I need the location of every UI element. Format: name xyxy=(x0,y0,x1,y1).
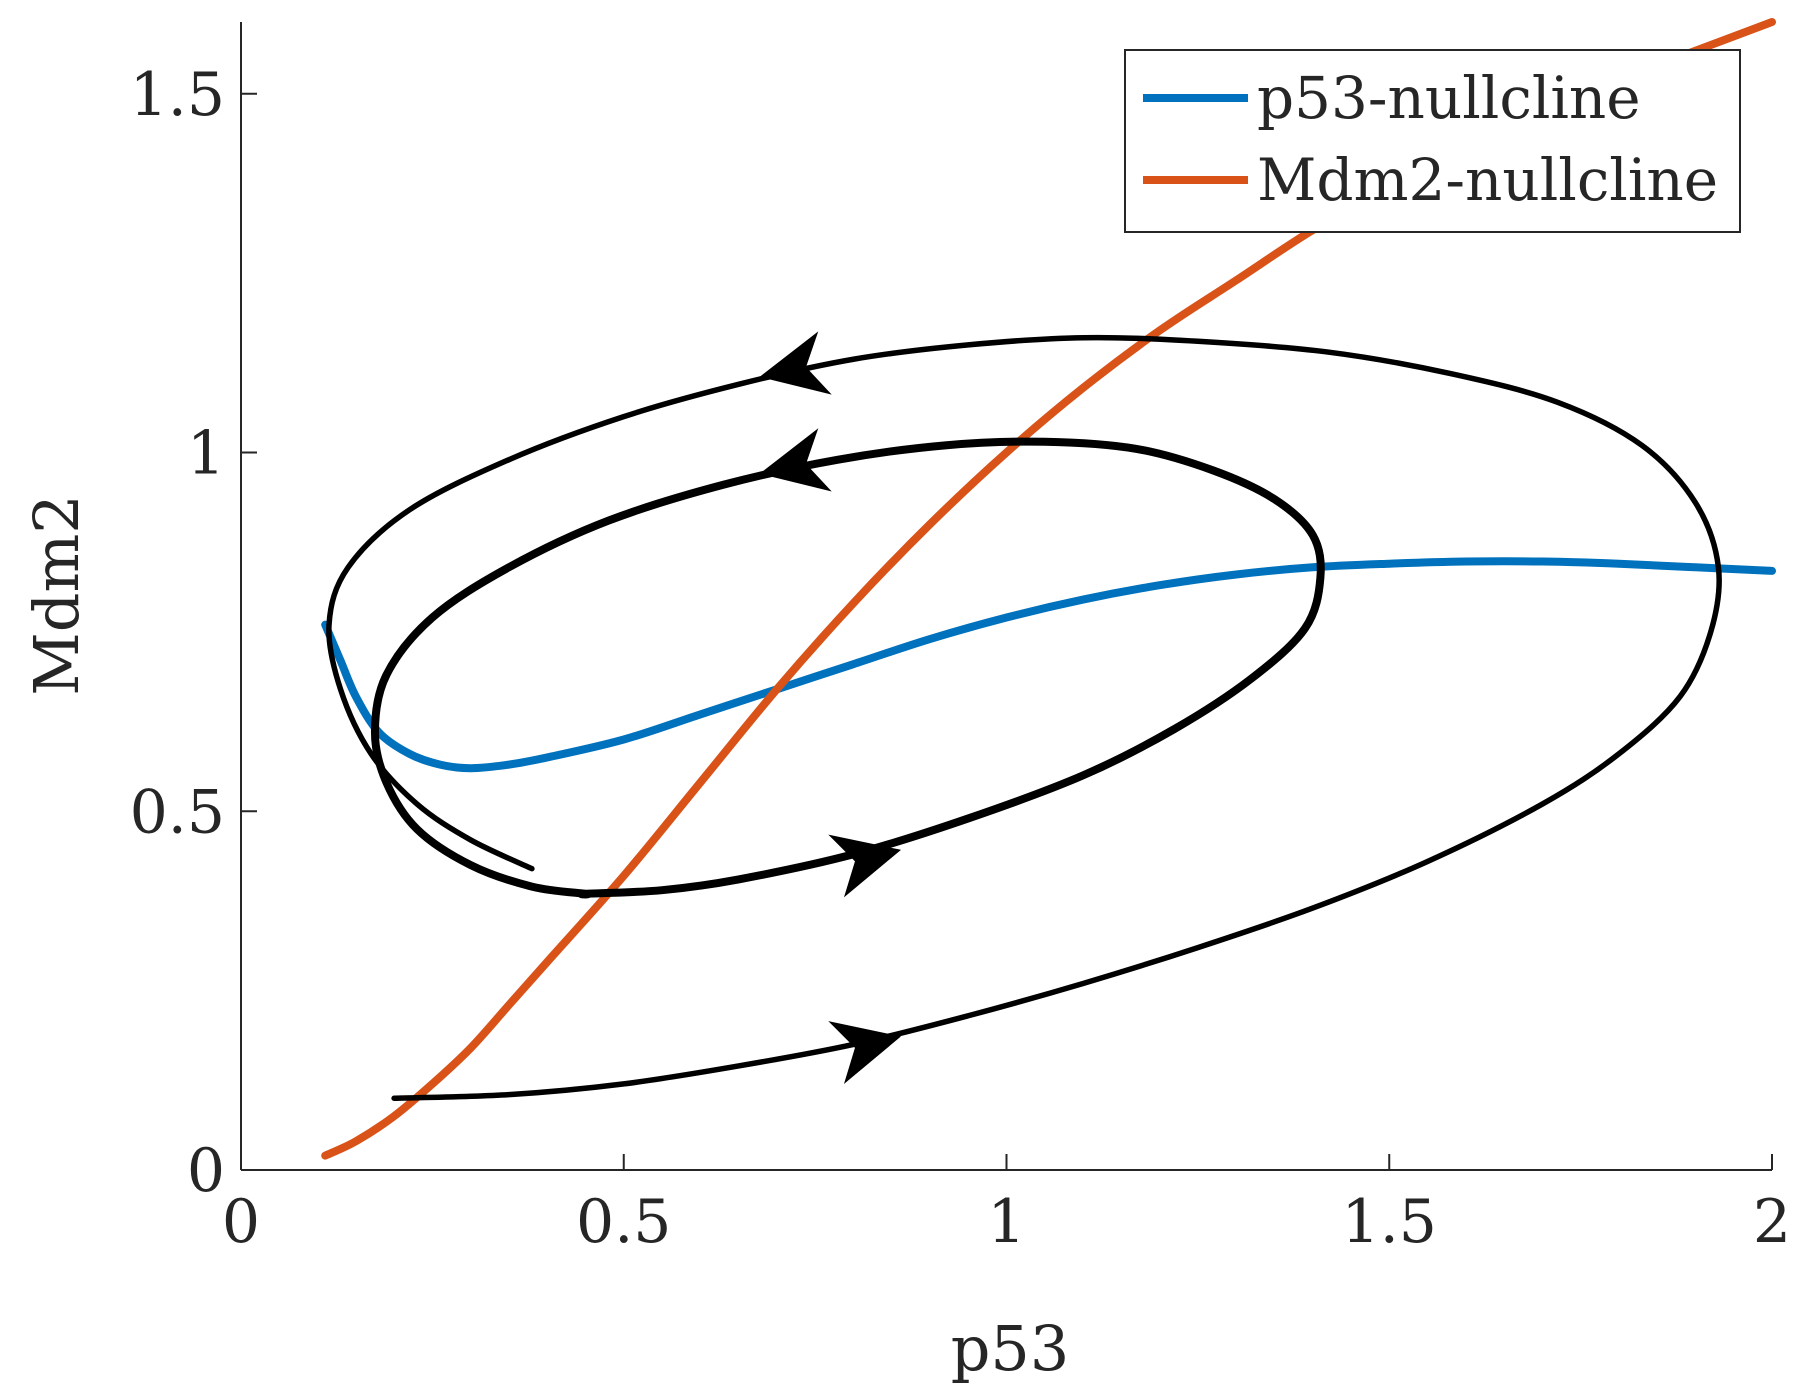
y-tick-label-2: 1 xyxy=(187,419,225,489)
series-line-p53-nullcline xyxy=(321,557,1776,773)
trajectory-arrow-1 xyxy=(828,1021,902,1084)
y-axis-label: Mdm2 xyxy=(20,494,93,695)
x-tick-label-4: 2 xyxy=(1753,1187,1791,1257)
legend-box xyxy=(1124,49,1741,233)
y-tick-label-0: 0 xyxy=(187,1136,225,1206)
trajectory-layer xyxy=(326,334,1722,1101)
limit-cycle xyxy=(370,437,1325,899)
x-axis-label: p53 xyxy=(951,1312,1070,1385)
y-tick-label-3: 1.5 xyxy=(130,60,225,130)
legend-label-p53-nullcline: p53-nullcline xyxy=(1257,64,1641,132)
outer-trajectory xyxy=(326,334,1722,1101)
trajectory-arrow-3 xyxy=(759,428,832,492)
arrow-layer xyxy=(759,331,902,1084)
axes: 0 0.5 1 1.5 2 0 0.5 1 1.5 xyxy=(130,22,1791,1257)
trajectory-arrow-2 xyxy=(828,834,902,898)
legend-label-mdm2-nullcline: Mdm2-nullcline xyxy=(1257,146,1718,214)
legend: p53-nullcline Mdm2-nullcline xyxy=(1124,49,1741,233)
x-tick-label-0: 0 xyxy=(222,1187,260,1257)
x-tick-label-1: 0.5 xyxy=(576,1187,671,1257)
y-tick-label-1: 0.5 xyxy=(130,777,225,847)
x-tick-label-3: 1.5 xyxy=(1342,1187,1437,1257)
x-tick-label-2: 1 xyxy=(987,1187,1025,1257)
trajectory-arrow-4 xyxy=(759,331,832,395)
